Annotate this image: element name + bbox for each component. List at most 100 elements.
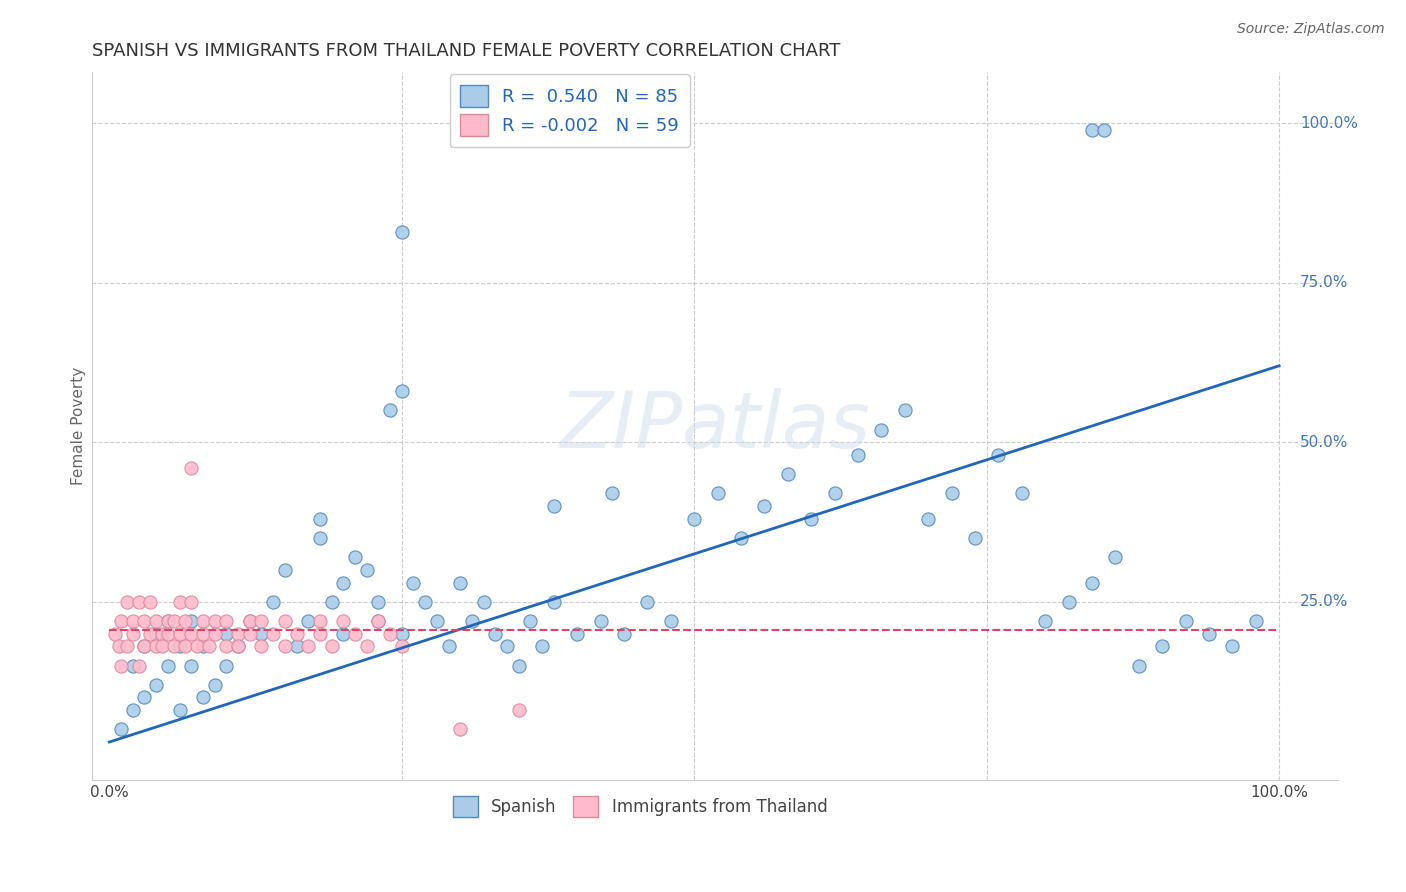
Point (543, 595, 565, 609)
Text: ZIPatlas: ZIPatlas (560, 388, 870, 465)
Point (180, 626, 202, 640)
Point (321, 595, 343, 609)
Point (285, 626, 308, 640)
Point (461, 614, 484, 628)
Point (121, 658, 143, 673)
Text: SPANISH VS IMMIGRANTS FROM THAILAND FEMALE POVERTY CORRELATION CHART: SPANISH VS IMMIGRANTS FROM THAILAND FEMA… (91, 42, 841, 60)
Point (274, 640, 297, 654)
Point (391, 626, 413, 640)
Point (110, 723, 132, 737)
Point (309, 512, 332, 526)
Text: Source: ZipAtlas.com: Source: ZipAtlas.com (1237, 22, 1385, 37)
Point (449, 723, 471, 737)
Point (156, 614, 179, 628)
Point (191, 690, 214, 705)
Point (1092, 123, 1115, 137)
Point (121, 626, 143, 640)
Point (226, 640, 249, 654)
Point (215, 614, 238, 628)
Point (110, 658, 132, 673)
Point (1057, 595, 1080, 609)
Point (297, 614, 319, 628)
Text: 75.0%: 75.0% (1301, 276, 1348, 291)
Point (156, 626, 179, 640)
Point (1081, 575, 1104, 590)
Point (1198, 626, 1220, 640)
Point (706, 486, 728, 500)
Point (169, 595, 191, 609)
Point (343, 626, 366, 640)
Point (115, 595, 138, 609)
Point (343, 550, 366, 565)
Point (226, 640, 249, 654)
Point (150, 640, 173, 654)
Point (356, 563, 378, 577)
Point (402, 575, 425, 590)
Point (191, 614, 214, 628)
Point (730, 531, 752, 545)
Point (391, 640, 413, 654)
Point (156, 658, 179, 673)
Point (139, 595, 162, 609)
Point (1244, 614, 1267, 628)
Point (128, 658, 150, 673)
Point (163, 614, 186, 628)
Point (309, 626, 332, 640)
Point (215, 658, 238, 673)
Point (1104, 550, 1126, 565)
Point (163, 640, 186, 654)
Point (636, 595, 658, 609)
Text: 100.0%: 100.0% (1301, 116, 1358, 131)
Point (449, 575, 471, 590)
Point (285, 640, 308, 654)
Point (356, 640, 378, 654)
Point (309, 531, 332, 545)
Point (239, 614, 262, 628)
Point (917, 512, 939, 526)
Point (145, 614, 167, 628)
Point (134, 640, 156, 654)
Point (191, 626, 214, 640)
Point (204, 614, 226, 628)
Point (824, 486, 846, 500)
Point (659, 614, 682, 628)
Point (139, 626, 162, 640)
Point (776, 467, 799, 482)
Point (262, 595, 284, 609)
Point (134, 640, 156, 654)
Point (156, 614, 179, 628)
Point (169, 640, 191, 654)
Point (484, 626, 506, 640)
Point (262, 626, 284, 640)
Legend: Spanish, Immigrants from Thailand: Spanish, Immigrants from Thailand (444, 788, 835, 825)
Point (104, 626, 127, 640)
Point (426, 614, 449, 628)
Point (297, 640, 319, 654)
Point (1220, 640, 1243, 654)
Point (174, 614, 197, 628)
Point (941, 486, 963, 500)
Point (1174, 614, 1197, 628)
Point (391, 225, 413, 239)
Point (391, 384, 413, 399)
Point (186, 640, 208, 654)
Point (145, 640, 167, 654)
Point (174, 640, 197, 654)
Point (128, 595, 150, 609)
Point (543, 499, 565, 513)
Point (567, 626, 589, 640)
Point (215, 640, 238, 654)
Point (110, 614, 132, 628)
Point (602, 486, 624, 500)
Point (150, 626, 173, 640)
Point (472, 595, 495, 609)
Point (250, 626, 273, 640)
Point (180, 460, 202, 475)
Point (531, 640, 554, 654)
Point (589, 614, 612, 628)
Point (145, 626, 167, 640)
Point (519, 614, 541, 628)
Point (204, 678, 226, 692)
Text: 50.0%: 50.0% (1301, 434, 1348, 450)
Point (250, 640, 273, 654)
